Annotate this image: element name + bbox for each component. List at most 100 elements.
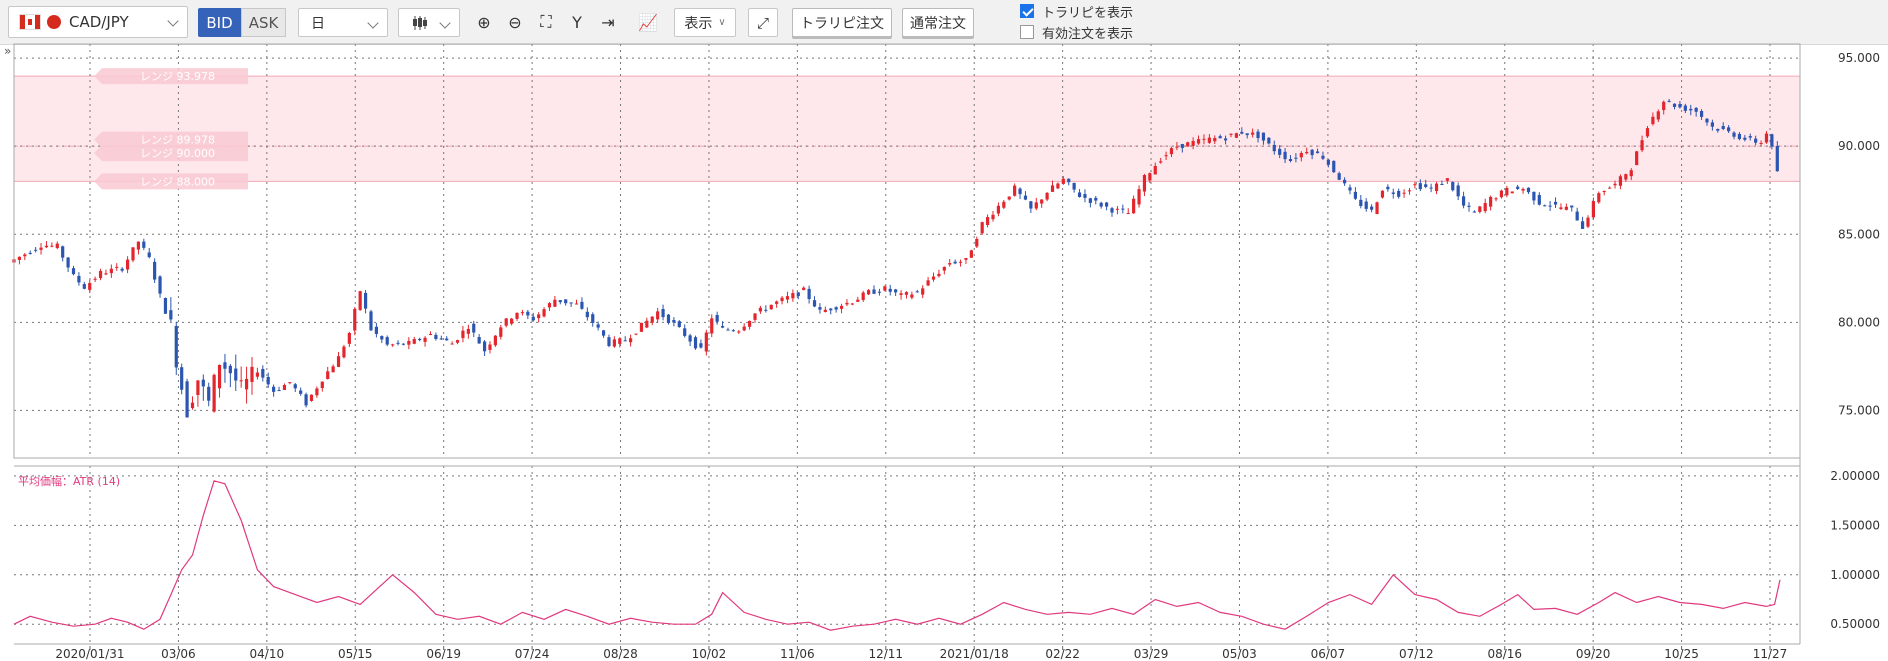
candle-body [93,278,97,280]
candle-body [1018,188,1022,195]
period-label: 日 [311,15,325,32]
bid-button[interactable]: BID [198,8,241,37]
x-tick-label: 07/12 [1399,647,1434,661]
candle-body [748,320,752,327]
candle-body [1559,207,1563,209]
candle-body [1169,148,1174,155]
candle-body [704,332,708,352]
collapse-panel-icon[interactable]: » [4,44,12,58]
candle-body [1207,137,1211,143]
candle-body [1040,199,1044,204]
candle-body [991,214,995,220]
show-trap-checkbox[interactable]: トラリピを表示 [1020,1,1133,21]
chart-type-select[interactable] [398,8,460,37]
candle-body [580,301,584,309]
candle-body [1283,151,1287,160]
candle-body [1094,197,1098,201]
candle-body [1553,201,1558,205]
candle-body [656,311,660,320]
candle-body [969,250,973,258]
candle-body [1440,184,1444,186]
x-tick-label: 03/29 [1134,647,1169,661]
candle-body [1532,191,1536,201]
candle-body [153,261,157,280]
candle-body [1186,142,1190,147]
candle-body [407,340,411,345]
fit-screen-icon[interactable]: ⛶ [540,12,552,31]
candle-body [163,297,168,314]
price-scale-lock-icon[interactable]: Y [572,12,582,32]
candle-body [542,309,546,317]
candle-body [531,316,535,321]
candle-body [282,385,287,390]
candle-body [861,292,865,300]
candle-body [207,386,211,401]
candle-body [839,305,844,309]
candle-body [445,338,449,341]
candle-body [174,325,178,368]
candle-body [120,268,124,271]
x-tick-label: 06/07 [1311,647,1346,661]
ask-button[interactable]: ASK [241,8,286,37]
candle-body [1137,189,1141,205]
candle-body [396,342,400,344]
candle-body [883,286,887,291]
candle-body [1397,190,1401,197]
normal-order-button[interactable]: 通常注文 [902,8,974,37]
candle-body [277,390,281,392]
candle-body [353,309,357,331]
candle-body [1375,202,1379,214]
display-menu-button[interactable]: 表示 ∨ [674,8,736,37]
trap-order-button[interactable]: トラリピ注文 [792,8,892,37]
candle-body [499,327,503,337]
candle-body [1656,111,1660,120]
candle-body [574,303,579,305]
y-tick-label: 90.000 [1838,139,1880,153]
candle-body [250,366,254,382]
candle-body [1716,129,1720,131]
show-active-orders-checkbox[interactable]: 有効注文を表示 [1020,22,1133,42]
expand-icon[interactable]: ⤢ [748,8,778,37]
chevron-down-icon: ∨ [718,17,726,28]
range-tag [94,68,248,85]
candle-body [1402,192,1406,194]
candle-body [726,329,730,331]
candle-body [28,252,32,254]
add-indicator-icon[interactable]: 📈 [638,12,658,32]
candle-body [1337,173,1341,180]
candle-body [1618,176,1623,186]
period-select[interactable]: 日 [298,8,388,37]
candle-body [1570,205,1574,208]
x-tick-label: 11/27 [1753,647,1788,661]
candle-body [88,282,92,290]
candle-body [391,344,395,346]
candle-body [342,346,346,358]
y-tick-label: 1.50000 [1830,518,1880,532]
scroll-to-latest-icon[interactable]: ⇥ [601,12,615,32]
candle-body [299,390,303,394]
zoom-in-icon[interactable]: ⊕ [477,12,491,32]
candle-body [331,366,335,373]
candle-body [688,335,692,342]
candle-body [931,276,936,280]
currency-pair-select[interactable]: CAD/JPY [8,6,188,38]
candle-body [996,205,1001,214]
candle-body [1115,208,1120,210]
x-tick-label: 2021/01/18 [940,647,1009,661]
candle-body [1121,208,1125,210]
candle-body [212,374,216,412]
candle-body [217,364,222,389]
zoom-out-icon[interactable]: ⊖ [508,12,522,32]
candle-body [888,288,892,292]
candle-body [1288,158,1293,161]
candle-body [315,388,319,396]
candle-body [1013,185,1017,196]
candle-body [785,296,790,300]
candle-body [1689,108,1693,111]
candle-body [1023,195,1028,200]
candle-body [493,335,497,346]
candle-body [1434,183,1439,192]
candle-body [645,320,649,328]
candle-body [780,297,784,302]
